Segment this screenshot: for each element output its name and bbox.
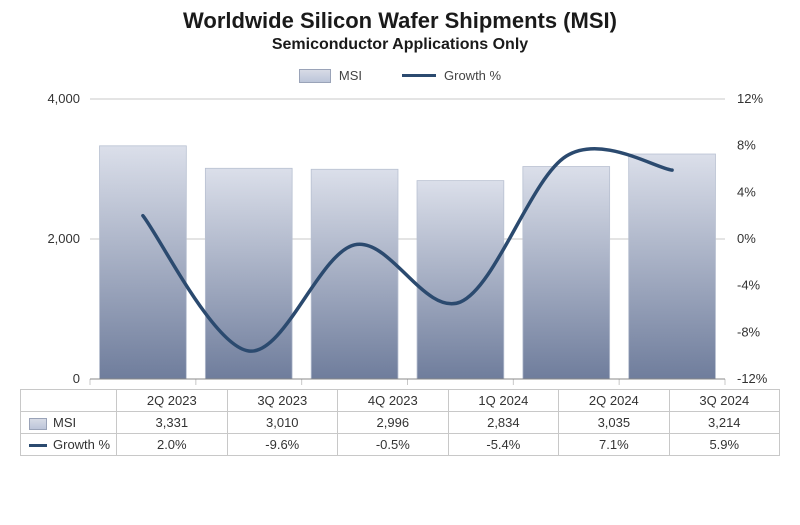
legend-line: Growth % bbox=[402, 68, 501, 83]
line-swatch-icon bbox=[402, 74, 436, 77]
table-row-head: MSI bbox=[21, 412, 117, 434]
bar bbox=[629, 154, 716, 379]
bar bbox=[417, 181, 504, 379]
legend-bar-label: MSI bbox=[339, 68, 362, 83]
y-right-tick: 4% bbox=[737, 184, 756, 199]
y-right-tick: 12% bbox=[737, 91, 763, 106]
y-left-tick: 0 bbox=[73, 371, 80, 386]
bar bbox=[523, 167, 610, 379]
table-cell: 5.9% bbox=[669, 434, 779, 456]
y-left-tick: 4,000 bbox=[47, 91, 80, 106]
table-category: 1Q 2024 bbox=[448, 390, 559, 412]
chart-subtitle: Semiconductor Applications Only bbox=[0, 36, 800, 54]
legend-bar: MSI bbox=[299, 68, 362, 83]
table-cell: 3,035 bbox=[559, 412, 669, 434]
y-left-tick: 2,000 bbox=[47, 231, 80, 246]
line-icon bbox=[29, 444, 47, 447]
table-category: 2Q 2023 bbox=[117, 390, 227, 412]
bar-icon bbox=[29, 418, 47, 430]
chart-area: 02,0004,000-12%-8%-4%0%4%8%12% 2Q 20233Q… bbox=[20, 89, 780, 456]
table-cell: 3,331 bbox=[117, 412, 227, 434]
bar-swatch-icon bbox=[299, 69, 331, 83]
y-right-tick: -8% bbox=[737, 324, 761, 339]
table-cell: -0.5% bbox=[338, 434, 449, 456]
table-cell: 2,834 bbox=[448, 412, 559, 434]
table-cell: 7.1% bbox=[559, 434, 669, 456]
y-right-tick: 8% bbox=[737, 138, 756, 153]
table-cell: 3,214 bbox=[669, 412, 779, 434]
y-right-tick: 0% bbox=[737, 231, 756, 246]
y-right-tick: -4% bbox=[737, 278, 761, 293]
bar bbox=[205, 168, 292, 379]
legend-line-label: Growth % bbox=[444, 68, 501, 83]
table-cell: 2,996 bbox=[338, 412, 449, 434]
table-cell: 2.0% bbox=[117, 434, 227, 456]
table-row-head: Growth % bbox=[21, 434, 117, 456]
chart-svg: 0 2,000 4,000 -12% -8% -4% 0% 4% 8% 12% bbox=[20, 89, 780, 389]
table-cell: -9.6% bbox=[227, 434, 338, 456]
table-category: 4Q 2023 bbox=[338, 390, 449, 412]
legend: MSI Growth % bbox=[0, 68, 800, 83]
chart-title: Worldwide Silicon Wafer Shipments (MSI) bbox=[0, 8, 800, 34]
data-table: 2Q 20233Q 20234Q 20231Q 20242Q 20243Q 20… bbox=[20, 389, 780, 456]
table-category: 2Q 2024 bbox=[559, 390, 669, 412]
y-right-tick: -12% bbox=[737, 371, 768, 386]
bar bbox=[311, 169, 398, 379]
table-cell: 3,010 bbox=[227, 412, 338, 434]
table-corner bbox=[21, 390, 117, 412]
table-category: 3Q 2024 bbox=[669, 390, 779, 412]
table-cell: -5.4% bbox=[448, 434, 559, 456]
table-category: 3Q 2023 bbox=[227, 390, 338, 412]
